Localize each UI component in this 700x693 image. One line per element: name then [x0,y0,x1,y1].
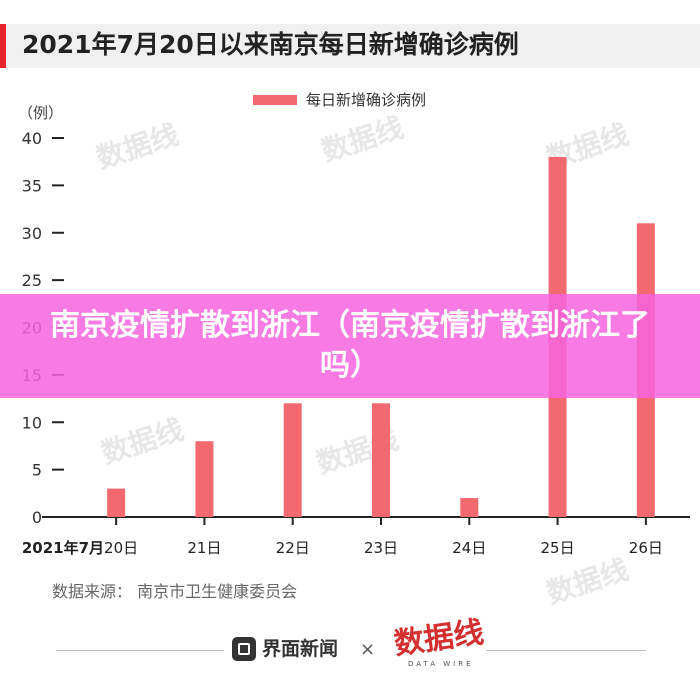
legend-label: 每日新增确诊病例 [306,91,426,109]
y-tick-label: 0 [32,508,42,527]
overlay-banner-text: 南京疫情扩散到浙江（南京疫情扩散到浙江了吗） [50,308,650,383]
y-tick-label: 25 [22,271,42,290]
y-axis-label: （例） [18,104,63,122]
brand-jiemian: 界面新闻 [262,638,339,660]
title-accent [0,24,6,68]
x-tick-label: 25日 [541,539,575,557]
brand-datawire-sub: DATA WIRE [408,660,474,668]
y-tick-label: 5 [32,461,42,480]
x-tick-label: 2021年7月20日 [22,539,138,557]
x-tick-label: 24日 [452,539,486,557]
y-tick-label: 35 [22,176,42,195]
bar [107,488,126,517]
chart-title: 2021年7月20日以来南京每日新增确诊病例 [22,30,519,59]
footer-divider-right [486,650,646,651]
bar [283,403,302,517]
x-tick-label: 22日 [276,539,310,557]
x-tick-label: 26日 [629,539,663,557]
bar [195,441,214,517]
y-tick-label: 30 [22,224,42,243]
data-source: 数据来源： 南京市卫生健康委员会 [52,582,298,601]
x-tick-label: 21日 [187,539,221,557]
y-tick-label: 10 [22,413,42,432]
legend-swatch [253,95,297,105]
bar [460,498,479,517]
jiemian-logo-icon [232,637,256,661]
overlay-banner [0,294,700,398]
y-tick-label: 40 [22,129,42,148]
footer-divider-left [56,650,224,651]
bar [372,403,390,517]
brand-datawire-logo: 数据线 [391,614,486,663]
brand-separator: × [360,639,376,660]
title-bar [0,24,700,68]
x-tick-label: 23日 [364,539,398,557]
